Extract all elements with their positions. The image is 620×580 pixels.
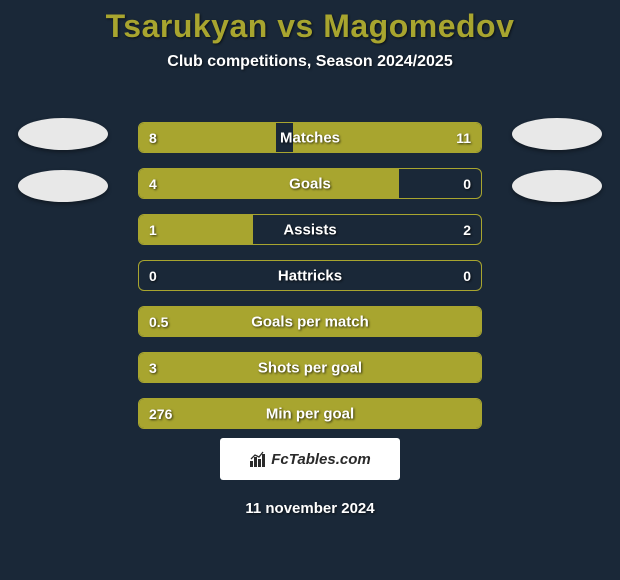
player1-club-avatar — [18, 170, 108, 202]
stat-value-left: 8 — [149, 130, 157, 146]
stat-label: Shots per goal — [258, 359, 362, 376]
bar-left — [139, 169, 399, 198]
stat-value-right: 0 — [463, 176, 471, 192]
page-title: Tsarukyan vs Magomedov — [0, 0, 620, 45]
stat-label: Goals — [289, 175, 331, 192]
stat-label: Goals per match — [251, 313, 369, 330]
stat-value-left: 4 — [149, 176, 157, 192]
stat-label: Assists — [283, 221, 336, 238]
stat-value-left: 0.5 — [149, 314, 168, 330]
stat-label: Min per goal — [266, 405, 354, 422]
stat-value-right: 11 — [456, 130, 471, 146]
stat-value-left: 1 — [149, 222, 157, 238]
comparison-card: Tsarukyan vs Magomedov Club competitions… — [0, 0, 620, 580]
bar-left — [139, 123, 276, 152]
subtitle: Club competitions, Season 2024/2025 — [0, 53, 620, 71]
stat-value-left: 276 — [149, 406, 172, 422]
player1-name: Tsarukyan — [106, 8, 268, 44]
stat-row: 4 Goals 0 — [138, 168, 482, 199]
stat-row: 3 Shots per goal — [138, 352, 482, 383]
stat-value-right: 2 — [463, 222, 471, 238]
player2-avatar — [512, 118, 602, 150]
stat-value-left: 3 — [149, 360, 157, 376]
stat-label: Matches — [280, 129, 340, 146]
player2-name: Magomedov — [323, 8, 514, 44]
player1-avatar — [18, 118, 108, 150]
stat-row: 0 Hattricks 0 — [138, 260, 482, 291]
stat-row: 1 Assists 2 — [138, 214, 482, 245]
stat-row: 0.5 Goals per match — [138, 306, 482, 337]
chart-icon — [249, 451, 267, 467]
player2-club-avatar — [512, 170, 602, 202]
stat-row: 8 Matches 11 — [138, 122, 482, 153]
stats-block: 8 Matches 11 4 Goals 0 1 Assists 2 0 Hattricks 0 0.5… — [138, 122, 482, 444]
footer-brand[interactable]: FcTables.com — [220, 438, 400, 480]
stat-value-left: 0 — [149, 268, 157, 284]
stat-value-right: 0 — [463, 268, 471, 284]
stat-label: Hattricks — [278, 267, 342, 284]
vs-label: vs — [277, 8, 314, 44]
footer-date: 11 november 2024 — [245, 500, 374, 517]
stat-row: 276 Min per goal — [138, 398, 482, 429]
footer-brand-text: FcTables.com — [271, 451, 370, 468]
